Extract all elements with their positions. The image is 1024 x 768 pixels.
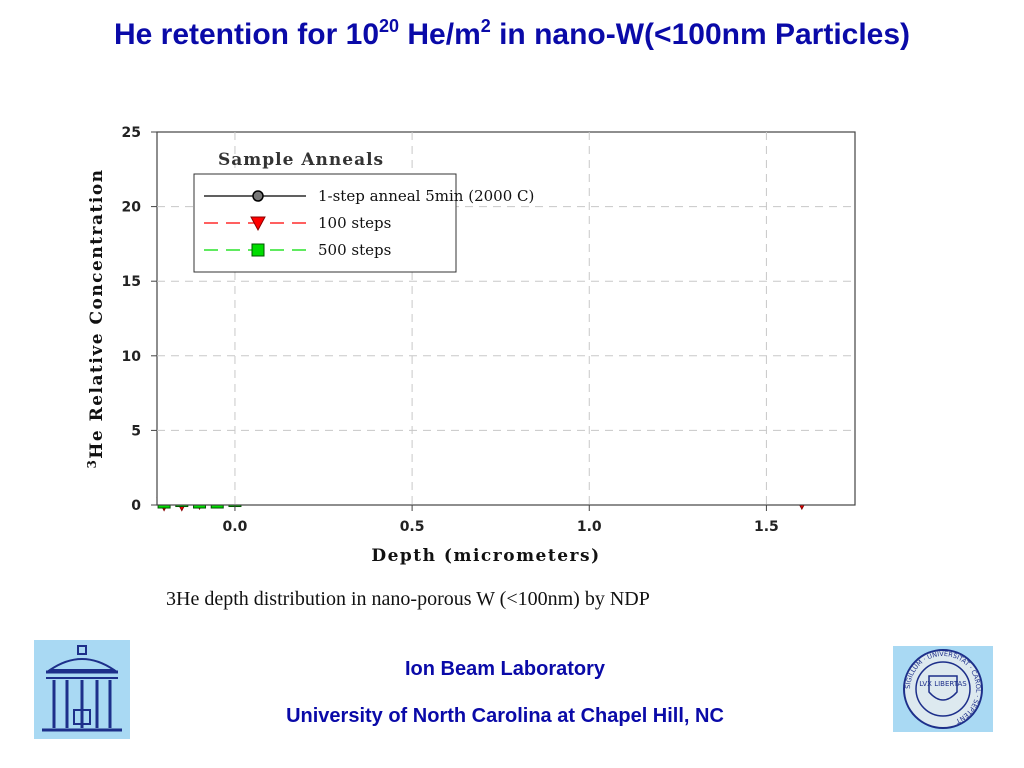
slide-title: He retention for 1020 He/m2 in nano-W(<1… xyxy=(113,16,911,51)
university-seal-icon: SIGILLUM · UNIVERSITAT · CAROL · SEPTENT… xyxy=(893,646,993,732)
y-tick-label: 5 xyxy=(131,423,141,439)
legend-label: 500 steps xyxy=(318,241,391,259)
chart: 0.0 0.5 1.0 1.5 0 5 10 15 20 25 Depth (micrometers… xyxy=(85,125,856,566)
seal-inner-text: LVX LIBERTAS xyxy=(919,680,967,688)
legend-marker xyxy=(252,190,264,202)
lab-name: Ion Beam Laboratory xyxy=(404,658,606,680)
y-tick-label: 20 xyxy=(122,200,142,216)
rotunda-well-icon xyxy=(34,640,130,739)
y-tick-label: 25 xyxy=(122,125,141,141)
legend-marker xyxy=(251,243,265,257)
legend-marker xyxy=(250,216,266,232)
x-tick-label: 0.0 xyxy=(223,519,248,535)
y-axis-label: 3He Relative Concentration xyxy=(85,168,107,468)
y-tick-label: 10 xyxy=(122,349,142,365)
chart-title: Sample Anneals xyxy=(218,150,384,170)
x-tick-label: 1.0 xyxy=(577,519,602,535)
legend: Sample Anneals 1-step anneal 5min (2000 C… xyxy=(193,150,534,273)
figure-caption: 3He depth distribution in nano-porous W … xyxy=(166,588,650,610)
x-tick-label: 1.5 xyxy=(754,519,779,535)
x-axis-label: Depth (micrometers) xyxy=(371,546,600,566)
legend-label: 100 steps xyxy=(318,214,391,232)
university-name: University of North Carolina at Chapel H… xyxy=(286,705,724,727)
x-tick-label: 0.5 xyxy=(400,519,425,535)
legend-label: 1-step anneal 5min (2000 C) xyxy=(318,187,534,205)
y-tick-label: 15 xyxy=(122,274,141,290)
y-tick-label: 0 xyxy=(131,498,141,514)
